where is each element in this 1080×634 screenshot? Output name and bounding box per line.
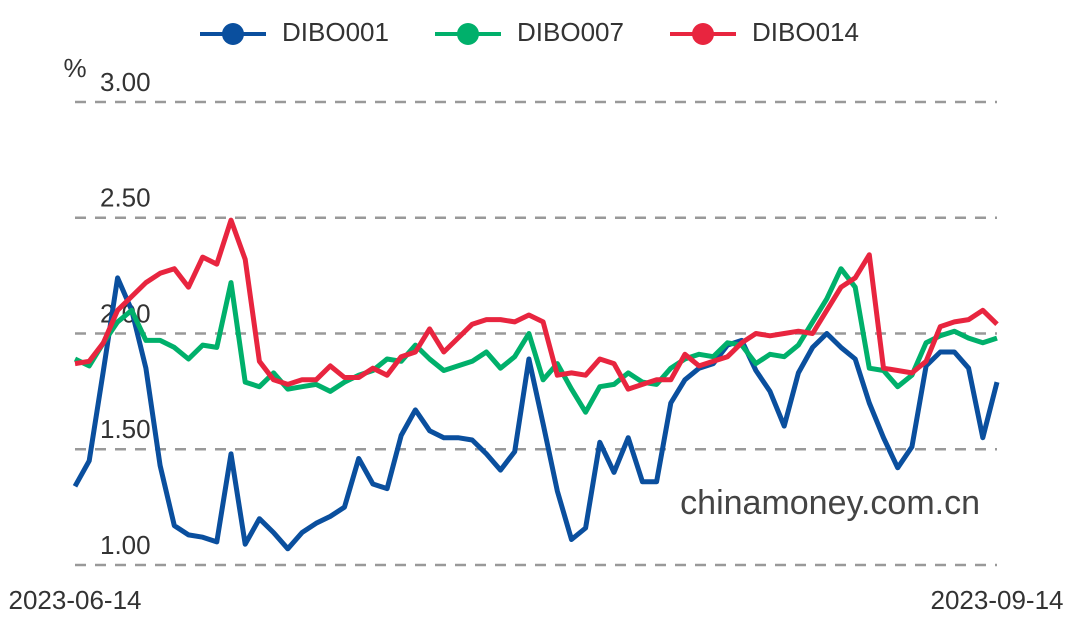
y-tick-label: 3.00 xyxy=(100,67,151,97)
y-tick-label: 1.50 xyxy=(100,414,151,444)
x-tick-label: 2023-06-14 xyxy=(9,585,142,615)
series-line xyxy=(72,275,1000,552)
legend-marker xyxy=(222,23,244,45)
x-tick-label: 2023-09-14 xyxy=(931,585,1064,615)
legend-marker xyxy=(692,23,714,45)
series-line xyxy=(74,217,999,392)
watermark: chinamoney.com.cn xyxy=(680,484,980,522)
legend-label: DIBO014 xyxy=(752,17,859,47)
y-tick-label: 1.00 xyxy=(100,530,151,560)
legend-label: DIBO007 xyxy=(517,17,624,47)
series-line xyxy=(73,266,998,415)
legend-marker xyxy=(457,23,479,45)
legend-label: DIBO001 xyxy=(282,17,389,47)
y-axis-unit: % xyxy=(63,53,86,83)
y-tick-label: 2.50 xyxy=(100,183,151,213)
